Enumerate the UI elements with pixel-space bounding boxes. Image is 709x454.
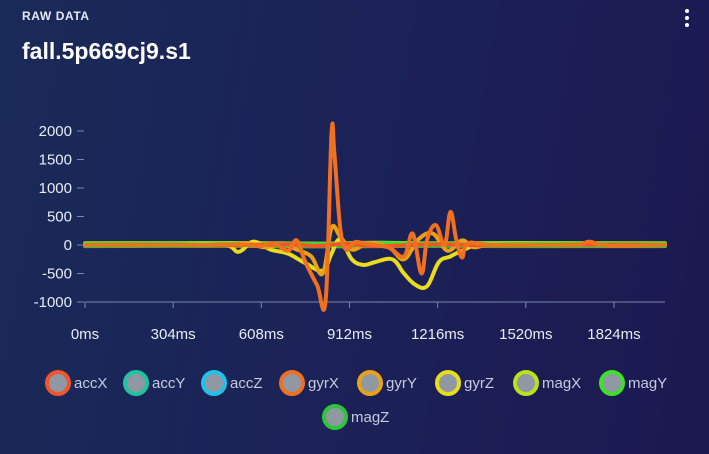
legend-swatch — [435, 370, 461, 396]
legend-label: magX — [542, 374, 582, 392]
x-tick-label: 608ms — [239, 326, 284, 343]
legend-label: accX — [74, 374, 108, 392]
legend-item-gyrY[interactable]: gyrY — [357, 370, 417, 396]
legend-swatch — [201, 370, 227, 396]
legend-item-gyrX[interactable]: gyrX — [279, 370, 339, 396]
series-lines — [83, 121, 667, 312]
legend-item-accZ[interactable]: accZ — [201, 370, 263, 396]
x-tick-label: 1824ms — [587, 326, 640, 343]
legend-item-accY[interactable]: accY — [123, 370, 185, 396]
legend-label: accY — [152, 374, 186, 392]
page-title: fall.5p669cj9.s1 — [22, 38, 191, 64]
legend-item-gyrZ[interactable]: gyrZ — [435, 370, 494, 396]
x-tick-label: 304ms — [151, 326, 196, 343]
legend-item-accX[interactable]: accX — [45, 370, 107, 396]
legend-item-magY[interactable]: magY — [599, 370, 667, 396]
y-tick-label: 2000 — [39, 123, 72, 140]
legend-label: magY — [628, 374, 668, 392]
x-tick-label: 0ms — [71, 326, 99, 343]
x-tick-label: 1520ms — [499, 326, 552, 343]
legend-item-magX[interactable]: magX — [513, 370, 581, 396]
series-line-gyrY — [83, 223, 667, 277]
section-label: RAW DATA — [22, 9, 90, 23]
legend-swatch — [123, 370, 149, 396]
y-tick-label: -1000 — [34, 294, 72, 311]
legend-swatch — [322, 404, 348, 430]
legend-swatch — [45, 370, 71, 396]
legend-label: accZ — [230, 374, 263, 392]
x-tick-label: 1216ms — [411, 326, 464, 343]
x-axis: 0ms 304ms 608ms 912ms 1216ms 1520ms 1824ms — [71, 302, 641, 343]
legend-item-magZ[interactable]: magZ — [322, 404, 389, 430]
legend-swatch — [357, 370, 383, 396]
y-tick-label: 500 — [47, 209, 72, 226]
legend-swatch — [513, 370, 539, 396]
legend-label: gyrX — [308, 374, 339, 392]
y-axis: 2000 1500 1000 500 0 -500 -1000 — [34, 123, 84, 311]
y-tick-label: 0 — [64, 237, 72, 254]
legend-label: gyrY — [386, 374, 417, 392]
more-vert-icon[interactable] — [680, 9, 694, 27]
legend-label: magZ — [351, 408, 390, 426]
y-tick-label: 1500 — [39, 152, 72, 169]
x-tick-label: 912ms — [327, 326, 372, 343]
legend-swatch — [599, 370, 625, 396]
y-tick-label: 1000 — [39, 180, 72, 197]
y-tick-label: -500 — [42, 266, 72, 283]
legend-label: gyrZ — [464, 374, 494, 392]
series-line-gyrX — [83, 121, 667, 312]
legend-swatch — [279, 370, 305, 396]
